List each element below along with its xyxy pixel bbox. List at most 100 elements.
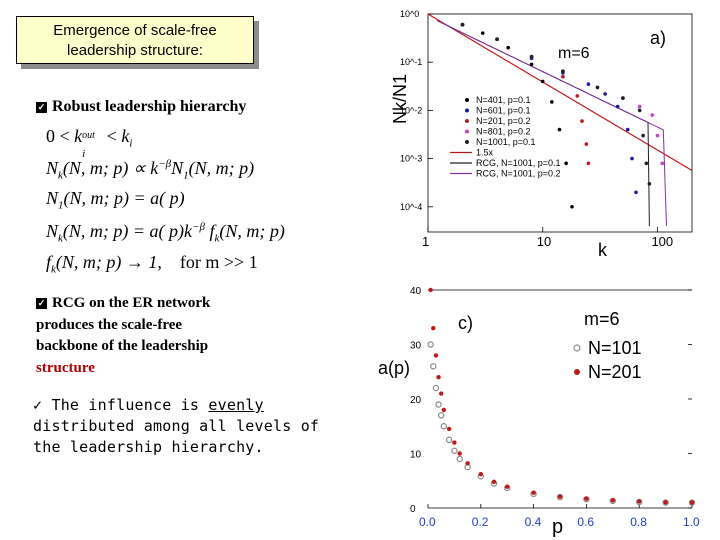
influence-part-2: distributed among all levels of the lead… bbox=[33, 417, 320, 456]
chart-c-ytick-label: 30 bbox=[410, 341, 422, 352]
chart-c-linear: c) m=6 a(p) p 0.0 0.2 0.4 0.6 0.8 1.0 40 30 20 10… bbox=[378, 286, 700, 538]
eq2-n: N bbox=[46, 158, 59, 178]
chart-c-xtick-label: 0.4 bbox=[525, 515, 542, 529]
chart-a-point bbox=[584, 142, 589, 146]
chart-c-frame bbox=[428, 290, 692, 508]
eq5-rest: (N, m; p) → 1, bbox=[55, 252, 162, 272]
eq2-tail-sub: 1 bbox=[183, 169, 189, 182]
chart-c-point bbox=[584, 496, 589, 501]
chart-a-point bbox=[621, 96, 625, 100]
chart-c-point bbox=[452, 440, 457, 445]
rcg-line-4: structure bbox=[36, 359, 95, 376]
chart-a-xlabel: k bbox=[598, 240, 608, 260]
eq5-cond: for m >> 1 bbox=[179, 252, 258, 272]
eq4-sub: k bbox=[58, 232, 63, 245]
chart-a-points bbox=[460, 22, 665, 209]
chart-a-ytick-label: 10^-2 bbox=[400, 105, 422, 115]
chart-c-ytick-label: 20 bbox=[410, 395, 422, 406]
chart-c-legend: N=101 N=201 bbox=[573, 338, 642, 382]
eq2-tail-rest: (N, m; p) bbox=[188, 158, 255, 178]
eq2-tail: N bbox=[171, 158, 184, 178]
chart-c-point bbox=[531, 490, 536, 495]
chart-a-point bbox=[647, 182, 652, 186]
chart-a-point bbox=[630, 156, 634, 161]
chart-a-point bbox=[586, 161, 591, 166]
eq4-n: N bbox=[46, 221, 59, 241]
chart-c-point bbox=[478, 472, 483, 477]
slide-title-box: Emergence of scale-free leadership struc… bbox=[16, 16, 254, 64]
bullet-robust-text: Robust leadership hierarchy bbox=[52, 98, 247, 115]
chart-c-annotation: m=6 bbox=[584, 309, 620, 329]
chart-a-point bbox=[561, 74, 565, 79]
chart-a-ytick-label: 10^-1 bbox=[400, 57, 422, 67]
chart-c-point bbox=[435, 401, 442, 408]
chart-a-legend-marker bbox=[465, 140, 469, 144]
chart-a-legend-marker bbox=[465, 108, 469, 113]
chart-c-ylabel: a(p) bbox=[378, 358, 410, 378]
chart-a-legend-label: N=1001, p=0.1 bbox=[476, 137, 536, 147]
chart-c-point bbox=[491, 479, 497, 485]
chart-a-point bbox=[637, 108, 642, 113]
chart-a-ticks: 1 10 100 10^0 10^-1 10^-2 10^-3 10^-4 bbox=[400, 9, 673, 249]
chart-c-xtick-label: 0.2 bbox=[472, 515, 489, 529]
rcg-line-3: backbone of the leadership bbox=[36, 338, 209, 354]
chart-a-legend-label: N=201, p=0.2 bbox=[476, 116, 531, 126]
chart-a-point bbox=[529, 62, 534, 67]
chart-c-point bbox=[439, 391, 444, 396]
chart-c-point bbox=[440, 423, 448, 430]
eq5-sub: k bbox=[51, 263, 56, 276]
chart-a-xtick-label: 100 bbox=[651, 234, 673, 249]
chart-c-legend-marker bbox=[574, 369, 580, 375]
chart-a-legend-label: N=401, p=0.1 bbox=[476, 95, 531, 105]
chart-c-ytick-label: 10 bbox=[410, 450, 422, 461]
chart-a-point bbox=[495, 37, 499, 42]
title-line-1: Emergence of scale-free bbox=[53, 22, 217, 39]
chart-a-legend-marker bbox=[465, 129, 469, 134]
chart-a-point bbox=[634, 190, 638, 195]
chart-a-point bbox=[660, 161, 665, 166]
chart-c-xtick-label: 0.0 bbox=[419, 515, 436, 529]
chart-c-point bbox=[428, 287, 433, 293]
chart-a-legend: N=401, p=0.1N=601, p=0.1N=201, p=0.2N=80… bbox=[450, 95, 561, 179]
check-icon: ✓ bbox=[33, 396, 43, 414]
chart-c-point bbox=[689, 500, 695, 505]
eq2-sub: k bbox=[58, 169, 63, 182]
chart-c-xtick-label: 0.8 bbox=[630, 515, 647, 529]
equation-1: 0 < k out i < ki bbox=[46, 126, 133, 160]
chart-a-legend-label: 1.5x bbox=[476, 148, 494, 158]
chart-a-point bbox=[615, 104, 620, 109]
eq4-sup: −β bbox=[192, 221, 205, 233]
chart-a-legend-marker bbox=[465, 98, 469, 102]
bullet-robust-hierarchy: ✓ Robust leadership hierarchy bbox=[36, 96, 246, 118]
chart-c-point bbox=[441, 407, 447, 413]
influence-statement: ✓ The influence is evenly distributed am… bbox=[33, 395, 353, 458]
chart-a-point bbox=[529, 54, 534, 59]
eq5-f: f bbox=[46, 252, 52, 272]
chart-c-point bbox=[431, 325, 436, 331]
chart-c-point bbox=[610, 498, 615, 503]
chart-c-legend-marker bbox=[573, 344, 581, 352]
chart-a-legend-label: RCG, N=1001, p=0.2 bbox=[476, 169, 561, 179]
eq3-sub: 1 bbox=[58, 199, 64, 212]
rcg-line-2: produces the scale-free bbox=[36, 316, 183, 333]
bullet-rcg: ✓ RCG on the ER network produces the scal… bbox=[36, 293, 210, 379]
chart-c-xtick-label: 1.0 bbox=[683, 515, 700, 529]
eq4-rest: (N, m; p) = a( p)k bbox=[62, 221, 193, 241]
chart-c-point bbox=[663, 500, 668, 505]
chart-c-point bbox=[430, 363, 437, 370]
influence-evenly: evenly bbox=[208, 396, 264, 414]
eq4-f-rest: (N, m; p) bbox=[219, 221, 285, 241]
chart-a-point bbox=[570, 204, 574, 209]
chart-a-point bbox=[480, 31, 485, 35]
chart-a-legend-label: RCG, N=1001, p=0.1 bbox=[476, 158, 561, 168]
chart-c-point bbox=[451, 447, 458, 454]
chart-c-point bbox=[557, 494, 563, 499]
chart-c-point bbox=[427, 341, 434, 348]
chart-c-legend-label: N=101 bbox=[588, 338, 642, 358]
eq1-sup: out bbox=[82, 130, 95, 141]
chart-c-point bbox=[505, 484, 510, 489]
eq3-rest: (N, m; p) = a( p) bbox=[63, 188, 185, 208]
chart-c-point bbox=[432, 384, 440, 392]
eq1-sub: i bbox=[82, 148, 86, 160]
chart-a-loglog: a) m=6 1 10 100 10^0 10^-1 10^-2 10^-3 10^-4 N=… bbox=[390, 9, 693, 260]
